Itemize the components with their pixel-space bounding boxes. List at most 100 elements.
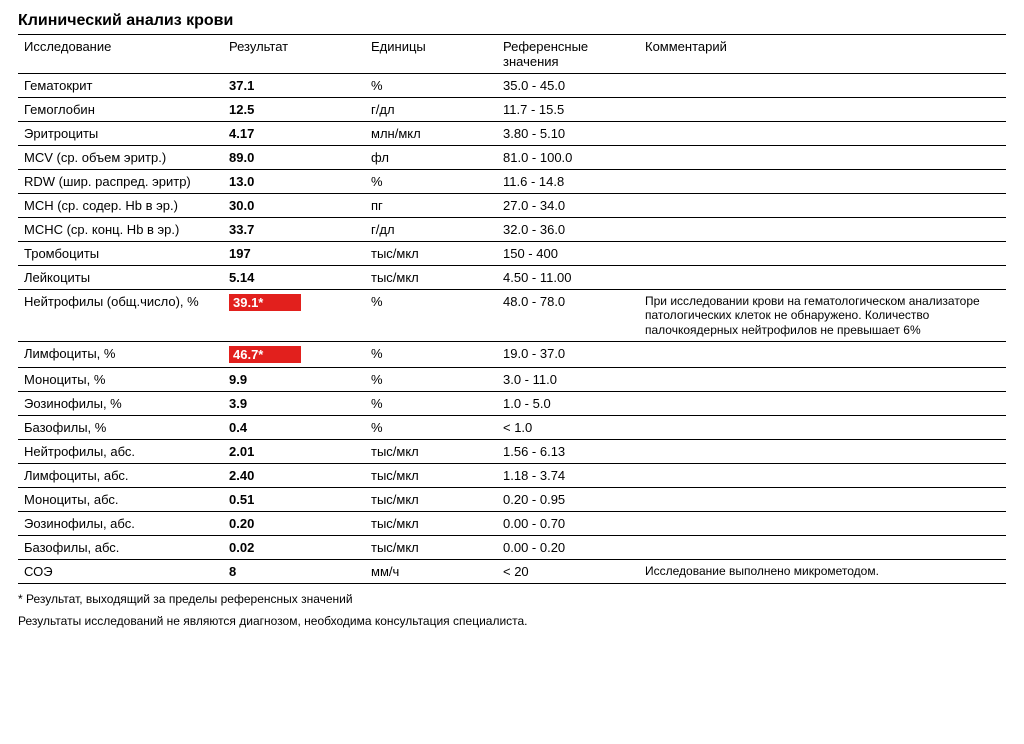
table-row: Эозинофилы, абс.0.20тыс/мкл0.00 - 0.70 <box>18 512 1006 536</box>
cell-test: Гемоглобин <box>18 98 223 122</box>
cell-reference: 0.20 - 0.95 <box>497 488 639 512</box>
cell-comment <box>639 242 1006 266</box>
cell-comment <box>639 416 1006 440</box>
cell-result: 197 <box>223 242 365 266</box>
cell-result: 5.14 <box>223 266 365 290</box>
cell-reference: 3.80 - 5.10 <box>497 122 639 146</box>
cell-comment <box>639 368 1006 392</box>
cell-result: 0.51 <box>223 488 365 512</box>
cell-reference: 1.0 - 5.0 <box>497 392 639 416</box>
table-row: Эозинофилы, %3.9%1.0 - 5.0 <box>18 392 1006 416</box>
cell-comment <box>639 122 1006 146</box>
cell-reference: 48.0 - 78.0 <box>497 290 639 342</box>
cell-reference: 4.50 - 11.00 <box>497 266 639 290</box>
cell-unit: % <box>365 74 497 98</box>
table-row: Эритроциты4.17млн/мкл3.80 - 5.10 <box>18 122 1006 146</box>
cell-reference: 11.6 - 14.8 <box>497 170 639 194</box>
cell-test: Гематокрит <box>18 74 223 98</box>
cell-reference: 0.00 - 0.20 <box>497 536 639 560</box>
cell-unit: тыс/мкл <box>365 512 497 536</box>
cell-result: 3.9 <box>223 392 365 416</box>
cell-comment <box>639 488 1006 512</box>
cell-reference: 32.0 - 36.0 <box>497 218 639 242</box>
cell-reference: 150 - 400 <box>497 242 639 266</box>
cell-comment <box>639 392 1006 416</box>
cell-test: Базофилы, абс. <box>18 536 223 560</box>
cell-reference: 35.0 - 45.0 <box>497 74 639 98</box>
cell-unit: г/дл <box>365 218 497 242</box>
cell-comment <box>639 170 1006 194</box>
cell-test: RDW (шир. распред. эритр) <box>18 170 223 194</box>
cell-comment <box>639 266 1006 290</box>
cell-reference: < 1.0 <box>497 416 639 440</box>
cell-result: 0.4 <box>223 416 365 440</box>
table-row: Нейтрофилы (общ.число), %39.1*%48.0 - 78… <box>18 290 1006 342</box>
cell-reference: 3.0 - 11.0 <box>497 368 639 392</box>
cell-comment <box>639 464 1006 488</box>
cell-test: Моноциты, % <box>18 368 223 392</box>
cell-test: MCH (ср. содер. Hb в эр.) <box>18 194 223 218</box>
table-row: MCH (ср. содер. Hb в эр.)30.0пг27.0 - 34… <box>18 194 1006 218</box>
table-row: Базофилы, %0.4%< 1.0 <box>18 416 1006 440</box>
report-title: Клинический анализ крови <box>18 12 1006 30</box>
cell-reference: 1.18 - 3.74 <box>497 464 639 488</box>
cell-comment <box>639 342 1006 368</box>
cell-result: 33.7 <box>223 218 365 242</box>
out-of-range-flag: 46.7* <box>229 346 301 363</box>
cell-unit: тыс/мкл <box>365 536 497 560</box>
cell-result: 37.1 <box>223 74 365 98</box>
cell-unit: тыс/мкл <box>365 440 497 464</box>
cell-unit: млн/мкл <box>365 122 497 146</box>
table-row: Гемоглобин12.5г/дл11.7 - 15.5 <box>18 98 1006 122</box>
cell-result: 13.0 <box>223 170 365 194</box>
cell-unit: тыс/мкл <box>365 464 497 488</box>
cell-test: Эозинофилы, % <box>18 392 223 416</box>
cell-test: Тромбоциты <box>18 242 223 266</box>
cell-test: Лимфоциты, % <box>18 342 223 368</box>
cell-reference: 27.0 - 34.0 <box>497 194 639 218</box>
cell-result: 30.0 <box>223 194 365 218</box>
cell-result: 4.17 <box>223 122 365 146</box>
cell-test: Эозинофилы, абс. <box>18 512 223 536</box>
cell-comment <box>639 536 1006 560</box>
cell-reference: 0.00 - 0.70 <box>497 512 639 536</box>
cell-result: 46.7* <box>223 342 365 368</box>
cell-unit: г/дл <box>365 98 497 122</box>
table-row: Лимфоциты, абс.2.40тыс/мкл1.18 - 3.74 <box>18 464 1006 488</box>
cell-unit: % <box>365 416 497 440</box>
cell-test: Нейтрофилы, абс. <box>18 440 223 464</box>
table-row: Тромбоциты197тыс/мкл150 - 400 <box>18 242 1006 266</box>
cell-reference: 81.0 - 100.0 <box>497 146 639 170</box>
cell-reference: 11.7 - 15.5 <box>497 98 639 122</box>
cell-comment <box>639 218 1006 242</box>
cell-test: Лейкоциты <box>18 266 223 290</box>
col-unit: Единицы <box>365 35 497 74</box>
cell-result: 2.01 <box>223 440 365 464</box>
cell-result: 39.1* <box>223 290 365 342</box>
cell-result: 2.40 <box>223 464 365 488</box>
cell-comment <box>639 146 1006 170</box>
table-header-row: Исследование Результат Единицы Референсн… <box>18 35 1006 74</box>
cell-unit: % <box>365 170 497 194</box>
footnote-asterisk: * Результат, выходящий за пределы рефере… <box>18 592 1006 606</box>
cell-result: 0.02 <box>223 536 365 560</box>
cell-comment <box>639 440 1006 464</box>
cell-unit: пг <box>365 194 497 218</box>
table-row: Базофилы, абс.0.02тыс/мкл0.00 - 0.20 <box>18 536 1006 560</box>
cell-reference: 1.56 - 6.13 <box>497 440 639 464</box>
table-row: Моноциты, %9.9%3.0 - 11.0 <box>18 368 1006 392</box>
cell-test: СОЭ <box>18 560 223 584</box>
cell-test: Моноциты, абс. <box>18 488 223 512</box>
cell-result: 0.20 <box>223 512 365 536</box>
cell-result: 9.9 <box>223 368 365 392</box>
cell-unit: тыс/мкл <box>365 488 497 512</box>
cell-unit: мм/ч <box>365 560 497 584</box>
col-test: Исследование <box>18 35 223 74</box>
table-row: Лейкоциты5.14тыс/мкл4.50 - 11.00 <box>18 266 1006 290</box>
cell-unit: тыс/мкл <box>365 266 497 290</box>
results-table: Исследование Результат Единицы Референсн… <box>18 34 1006 584</box>
table-row: СОЭ8мм/ч< 20Исследование выполнено микро… <box>18 560 1006 584</box>
cell-result: 8 <box>223 560 365 584</box>
cell-unit: % <box>365 290 497 342</box>
cell-comment: Исследование выполнено микрометодом. <box>639 560 1006 584</box>
